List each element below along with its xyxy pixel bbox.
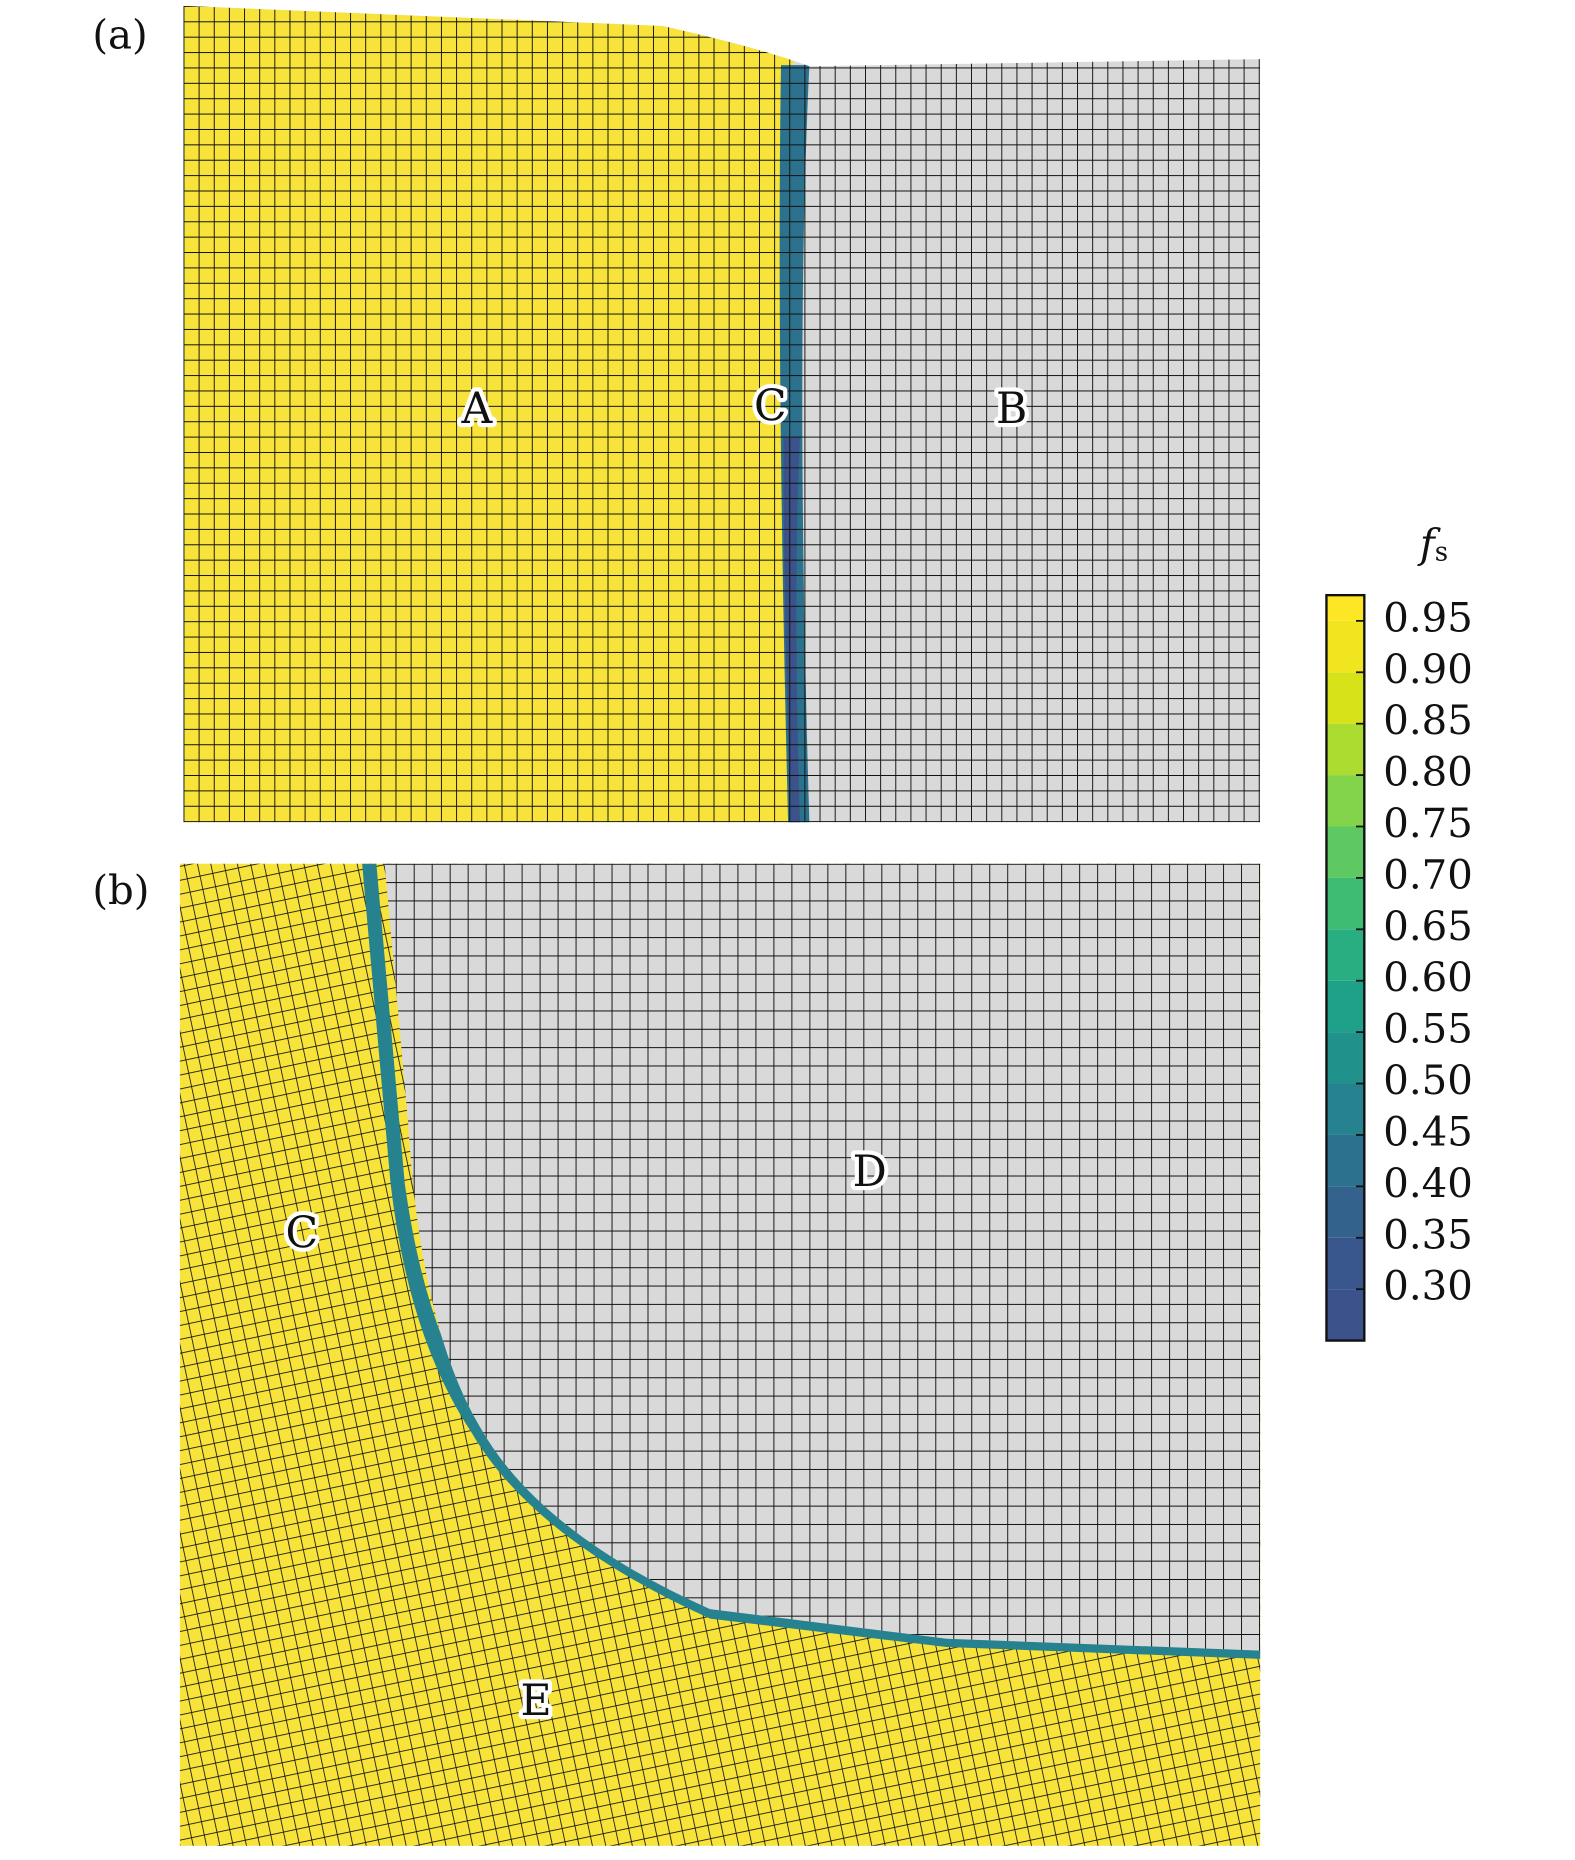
colorbar-band xyxy=(1326,1032,1365,1084)
panel-b-mesh xyxy=(179,863,1261,1846)
colorbar-band xyxy=(1326,1134,1365,1187)
colorbar-band xyxy=(1326,826,1365,878)
colorbar-tick-label: 0.40 xyxy=(1383,1161,1473,1207)
colorbar-tick-label: 0.45 xyxy=(1383,1109,1473,1155)
colorbar-tick-label: 0.30 xyxy=(1383,1264,1473,1310)
colorbar-band xyxy=(1326,1289,1365,1341)
colorbar-band xyxy=(1326,929,1365,981)
colorbar-band xyxy=(1326,1186,1365,1238)
colorbar-band xyxy=(1326,595,1365,621)
panel-a-mesh xyxy=(183,5,1261,823)
region-label: E xyxy=(521,1676,552,1726)
region-label: B xyxy=(996,384,1027,434)
colorbar-label: fs xyxy=(1417,521,1448,568)
colorbar-band xyxy=(1326,877,1365,930)
colorbar-tick-label: 0.55 xyxy=(1383,1007,1473,1053)
region-label: C xyxy=(754,381,787,431)
colorbar-tick-label: 0.75 xyxy=(1383,801,1473,847)
colorbar-tick-label: 0.60 xyxy=(1383,955,1473,1001)
region-label: A xyxy=(461,384,494,434)
panel-label: (b) xyxy=(92,868,149,914)
region-label: C xyxy=(286,1208,319,1258)
colorbar-tick-label: 0.85 xyxy=(1383,698,1473,744)
colorbar-band xyxy=(1326,980,1365,1033)
colorbar: 0.95 0.90 0.85 0.80 0.75 0.70 0.65 0.60 0.55 0.50… xyxy=(1325,593,1473,1342)
colorbar-tick-label: 0.95 xyxy=(1383,595,1473,641)
colorbar-tick-label: 0.50 xyxy=(1383,1058,1473,1104)
colorbar-tick-label: 0.70 xyxy=(1383,852,1473,898)
colorbar-label-sub: s xyxy=(1435,538,1448,568)
colorbar-band xyxy=(1326,672,1365,724)
colorbar-tick-label: 0.80 xyxy=(1383,750,1473,796)
panel-label: (a) xyxy=(92,12,147,58)
colorbar-tick-label: 0.35 xyxy=(1383,1212,1473,1258)
region-label: D xyxy=(853,1147,887,1197)
colorbar-band xyxy=(1326,1237,1365,1290)
colorbar-band xyxy=(1326,723,1365,776)
colorbar-tick-label: 0.65 xyxy=(1383,904,1473,950)
colorbar-frame xyxy=(1325,593,1366,1342)
colorbar-band xyxy=(1326,1083,1365,1135)
colorbar-tick-label: 0.90 xyxy=(1383,647,1473,693)
colorbar-band xyxy=(1326,620,1365,673)
colorbar-band xyxy=(1326,775,1365,827)
